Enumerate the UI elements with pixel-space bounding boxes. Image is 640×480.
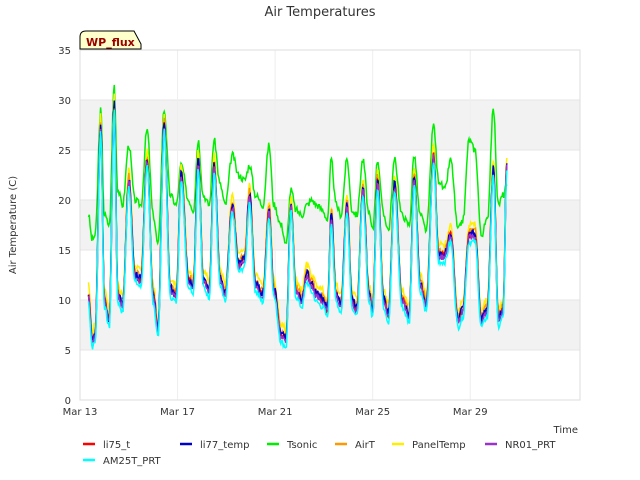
y-tick-label: 15	[58, 246, 71, 257]
legend-label-NR01_PRT: NR01_PRT	[505, 440, 556, 451]
chart-title: Air Temperatures	[264, 5, 375, 20]
y-tick-label: 30	[58, 96, 71, 107]
x-axis-ticks: Mar 13 Mar 17 Mar 21 Mar 25 Mar 29	[63, 407, 488, 418]
plot-frame	[79, 49, 581, 401]
shaded-band-2	[80, 100, 580, 150]
series-line-Tsonic	[87, 84, 508, 246]
x-tick-label: Mar 13	[63, 407, 98, 418]
y-tick-label: 0	[65, 396, 71, 407]
legend-label-Tsonic: Tsonic	[286, 440, 317, 451]
x-tick-label: Mar 17	[160, 407, 195, 418]
y-axis-label: Air Temperature (C)	[8, 176, 19, 274]
legend-label-AM25T_PRT: AM25T_PRT	[103, 456, 162, 467]
badge-label: WP_flux	[86, 36, 135, 49]
y-tick-label: 35	[58, 46, 71, 57]
x-axis-label: Time	[553, 425, 578, 436]
badge-shape	[79, 30, 142, 50]
x-tick-label: Mar 21	[258, 407, 293, 418]
legend-label-PanelTemp: PanelTemp	[412, 440, 466, 451]
x-tick-label: Mar 29	[453, 407, 488, 418]
y-axis-ticks: 0 5 10 15 20 25 30 35	[58, 46, 71, 407]
y-tick-label: 10	[58, 296, 71, 307]
y-tick-label: 25	[58, 146, 71, 157]
legend-label-li75_t: li75_t	[103, 440, 130, 451]
series-lines	[87, 84, 508, 350]
legend: li75_t li77_temp Tsonic AirT PanelTemp NR01_P…	[83, 440, 556, 467]
series-line-AM25T_PRT	[87, 109, 508, 350]
y-tick-label: 20	[58, 196, 71, 207]
badge: WP_flux	[79, 30, 142, 50]
legend-label-AirT: AirT	[355, 440, 376, 451]
x-tick-label: Mar 25	[355, 407, 390, 418]
y-tick-label: 5	[65, 346, 71, 357]
legend-label-li77_temp: li77_temp	[200, 440, 249, 451]
